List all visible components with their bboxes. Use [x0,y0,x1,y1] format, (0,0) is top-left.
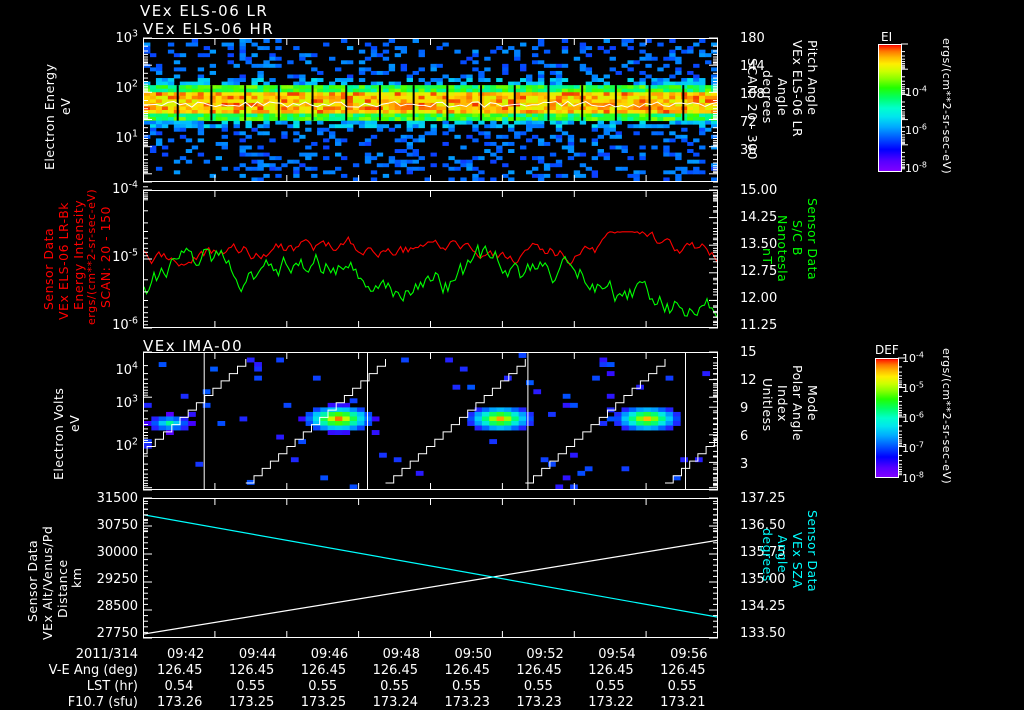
panel4-ytick-0: 31500 [96,491,138,506]
panel3-rtick-2: 9 [740,401,749,416]
panel3-rtick-0: 15 [740,345,757,360]
panel4-ytick-4: 28500 [96,599,138,614]
panel3-spectrogram-image [144,353,717,489]
panel3-rtick-3: 6 [740,429,749,444]
panel1-spectrogram-image [144,39,717,181]
panel1-colorbar-tick-2: 10-8 [905,160,927,175]
panel4-ytick-2: 30000 [96,545,138,560]
bottom-time-7: 09:56 [670,647,708,662]
panel2-rtick-0: 15.00 [740,183,778,198]
bottom-time-0: 09:42 [166,647,205,662]
panel2-ytick-2: 10-6 [112,315,138,333]
panel3-colorbar-name: DEF [875,343,899,357]
bottom-value-0-3: 126.45 [372,663,419,678]
bottom-value-1-1: 0.55 [236,679,266,694]
panel1-rtick-3: 72 [740,115,757,130]
bottom-value-2-5: 173.23 [516,695,562,710]
bottom-value-1-5: 0.55 [523,679,553,694]
panel2-rtick-5: 11.25 [740,318,778,333]
bottom-value-2-6: 173.22 [588,695,634,710]
panel3-colorbar-tick-0: 10-4 [902,350,924,365]
panel1-colorbar-tick-1: 10-6 [905,122,927,137]
panel2-lines [144,191,717,327]
panel4-rtick-1: 136.50 [740,518,786,533]
bottom-table-date: 2011/314 [75,647,138,662]
bottom-value-1-2: 0.55 [308,679,338,694]
panel3-rtick-4: 3 [740,457,749,472]
bottom-value-0-1: 126.45 [228,663,275,678]
panel4-ytick-5: 27750 [96,626,138,641]
panel3-ytick-0: 104 [115,360,139,378]
panel3-colorbar [875,358,899,478]
panel1-colorbar-tick-0: 10-4 [905,84,927,99]
panel1-rtick-4: 36 [740,143,757,158]
panel2-ytick-1: 10-5 [112,247,138,265]
bottom-time-4: 09:50 [454,647,492,662]
panel2-rtick-2: 13.50 [740,237,778,252]
panel1-title-lr: VEx ELS-06 LR [140,2,269,20]
panel2-rtick-1: 14.25 [740,210,778,225]
panel2-rtick-4: 12.00 [740,291,778,306]
panel3-ytick-1: 103 [115,393,139,411]
bottom-value-0-6: 126.45 [588,663,634,678]
panel4-rtick-5: 133.50 [740,626,786,641]
panel3-colorbar-tick-2: 10-6 [902,410,924,425]
bottom-value-2-0: 173.26 [156,695,203,710]
panel1-ytick-0: 103 [115,28,139,46]
panel3-colorbar-tick-1: 10-5 [902,380,924,395]
panel4-rtick-0: 137.25 [740,491,786,506]
bottom-time-3: 09:48 [382,647,421,662]
bottom-value-0-0: 126.45 [156,663,203,678]
bottom-time-2: 09:46 [310,647,349,662]
panel3-colorbar-tick-4: 10-8 [902,470,924,485]
bottom-value-2-4: 173.23 [444,695,490,710]
panel1-ytick-2: 101 [115,128,139,146]
panel4-plot-area[interactable] [143,498,718,638]
panel1-ytick-1: 102 [115,78,139,96]
bottom-value-2-1: 173.25 [228,695,275,710]
bottom-row-label-2: F10.7 (sfu) [67,695,138,710]
panel3-rtick-1: 12 [740,373,757,388]
panel1-colorbar-name: EI [881,30,893,44]
bottom-value-2-2: 173.25 [300,695,347,710]
bottom-value-0-5: 126.45 [516,663,562,678]
bottom-time-6: 09:54 [598,647,636,662]
bottom-value-0-4: 126.45 [444,663,490,678]
panel4-rtick-3: 135.00 [740,572,786,587]
panel1-rtick-0: 180 [740,31,765,46]
panel4-ytick-1: 30750 [96,518,138,533]
bottom-value-0-2: 126.45 [300,663,347,678]
panel1-colorbar [878,44,902,172]
bottom-time-5: 09:52 [526,647,564,662]
panel2-ytick-0: 10-4 [112,179,138,197]
bottom-value-1-7: 0.55 [667,679,697,694]
panel2-rtick-3: 12.75 [740,264,778,279]
bottom-row-label-1: LST (hr) [86,679,138,694]
bottom-time-1: 09:44 [238,647,277,662]
panel3-plot-area[interactable] [143,352,718,490]
panel1-title-hr: VEx ELS-06 HR [143,20,275,38]
bottom-value-2-3: 173.24 [372,695,419,710]
panel3-title: VEx IMA-00 [143,337,244,355]
bottom-value-1-3: 0.55 [380,679,410,694]
panel3-colorbar-tick-3: 10-7 [902,440,924,455]
bottom-row-label-0: V-E Ang (deg) [48,663,138,678]
bottom-value-1-0: 0.54 [164,679,194,694]
panel4-rtick-2: 135.75 [740,545,786,560]
bottom-value-1-4: 0.55 [451,679,481,694]
bottom-value-2-7: 173.21 [660,695,706,710]
panel4-lines [144,499,717,637]
panel4-rtick-4: 134.25 [740,599,786,614]
panel1-rtick-1: 144 [740,59,765,74]
panel4-ytick-3: 29250 [96,572,138,587]
bottom-value-1-6: 0.55 [595,679,625,694]
panel3-ytick-2: 102 [115,436,139,454]
panel1-rtick-2: 108 [740,87,765,102]
bottom-value-0-7: 126.45 [660,663,706,678]
